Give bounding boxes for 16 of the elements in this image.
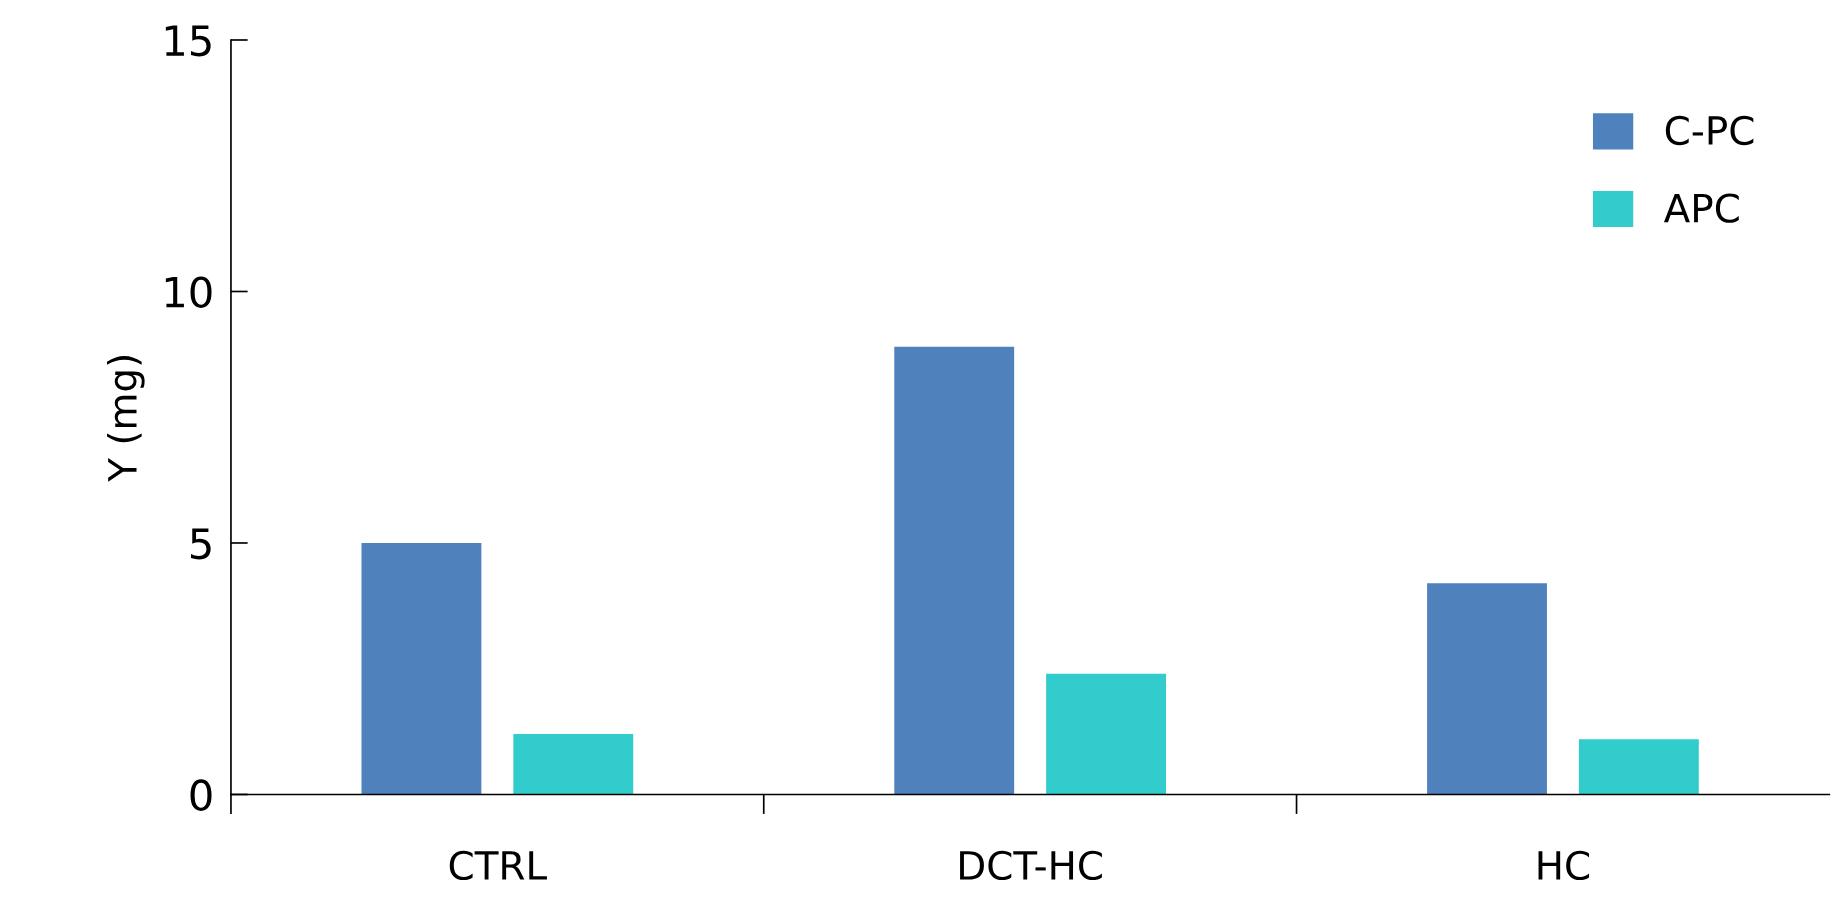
bar	[361, 542, 482, 795]
y-axis-title: Y (mg)	[107, 356, 145, 482]
y-tick-label: 0	[190, 779, 212, 811]
legend-label: C-PC	[1665, 115, 1754, 146]
bar	[894, 346, 1015, 795]
x-tick-label: HC	[1538, 850, 1590, 881]
x-tick-label: CTRL	[449, 850, 547, 881]
y-tick-label: 10	[165, 276, 212, 308]
bar	[1046, 673, 1167, 795]
bar	[1578, 739, 1699, 795]
bar	[513, 734, 634, 795]
x-tick-label: DCT-HC	[960, 850, 1102, 881]
bar	[1427, 583, 1547, 795]
y-tick-label: 15	[165, 25, 211, 57]
legend-label: APC	[1663, 193, 1739, 223]
y-tick-label: 5	[191, 528, 211, 560]
